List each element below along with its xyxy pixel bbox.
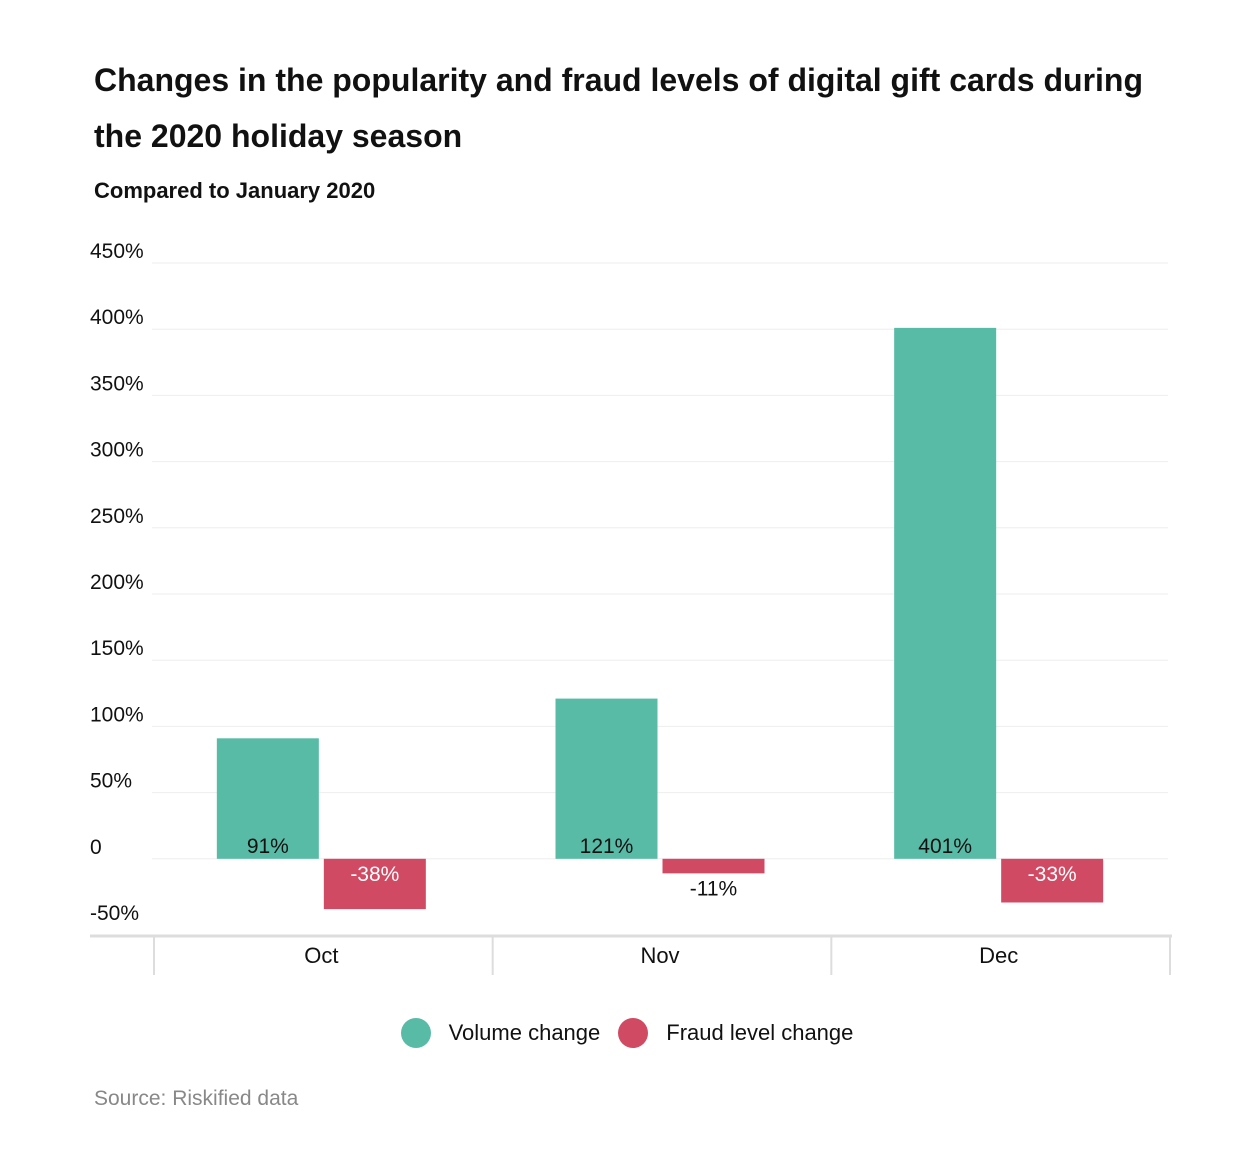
legend-label-volume: Volume change [448, 1020, 601, 1045]
volume-data-label: 121% [580, 835, 634, 858]
legend-item-fraud: Fraud level change [618, 1018, 853, 1048]
volume-bar [894, 327, 997, 859]
legend-item-volume: Volume change [400, 1018, 601, 1048]
legend-label-fraud: Fraud level change [666, 1020, 854, 1045]
y-tick-label: 300% [90, 439, 144, 462]
fraud-bar [1001, 858, 1104, 903]
fraud-data-label: -33% [1028, 863, 1077, 886]
y-tick-label: 50% [90, 770, 132, 793]
y-tick-label: 150% [90, 637, 144, 660]
y-tick-label: 200% [90, 571, 144, 594]
legend: Volume change Fraud level change [0, 1018, 1254, 1048]
fraud-bar [662, 858, 765, 874]
chart-title: Changes in the popularity and fraud leve… [94, 62, 1143, 154]
legend-swatch-fraud [618, 1018, 649, 1048]
y-tick-label: 400% [90, 306, 144, 329]
y-tick-label: 450% [90, 240, 144, 263]
y-tick-label: 350% [90, 372, 144, 395]
volume-data-label: 91% [247, 835, 289, 858]
x-tick-label: Nov [640, 943, 679, 968]
y-tick-label: -50% [90, 902, 139, 925]
chart-subtitle: Compared to January 2020 [94, 178, 376, 203]
volume-data-label: 401% [918, 835, 972, 858]
fraud-bar [323, 858, 426, 910]
volume-bar [216, 738, 319, 859]
source-note: Source: Riskified data [94, 1087, 299, 1110]
y-tick-label: 100% [90, 703, 144, 726]
fraud-data-label: -38% [350, 863, 399, 886]
y-tick-label: 250% [90, 505, 144, 528]
bar-chart: -50% 0 50% 100% 150% 200% 250% 300% 350% 400% 450%… [90, 240, 1172, 975]
x-tick-label: Dec [979, 943, 1018, 968]
y-tick-label: 0 [90, 836, 102, 859]
fraud-data-label: -11% [690, 877, 737, 900]
legend-swatch-volume [400, 1018, 431, 1048]
x-tick-label: Oct [304, 943, 338, 968]
volume-bar [555, 698, 658, 859]
